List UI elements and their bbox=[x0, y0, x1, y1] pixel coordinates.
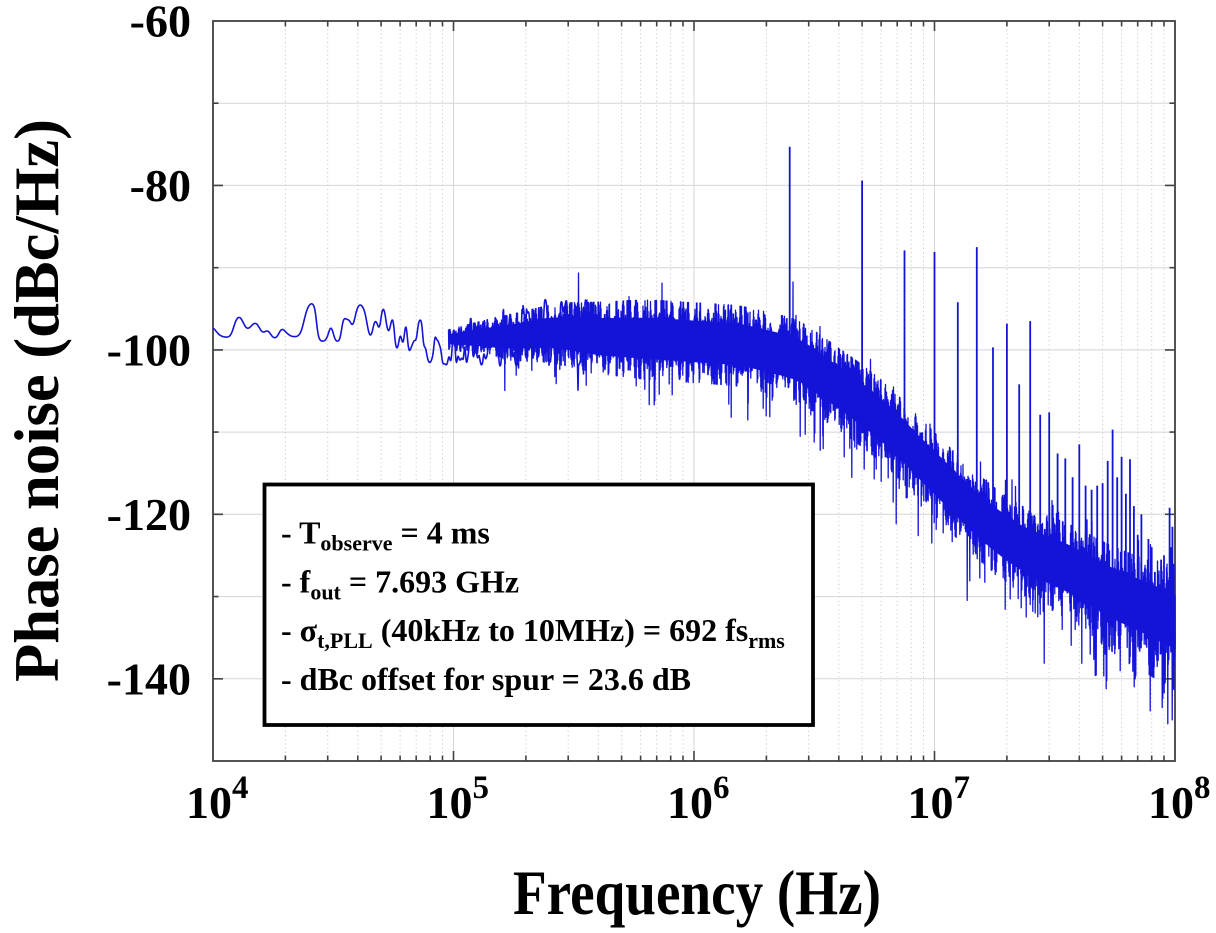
svg-text:Phase noise (dBc/Hz): Phase noise (dBc/Hz) bbox=[2, 119, 72, 682]
svg-text:- dBc offset for spur = 23.6 d: - dBc offset for spur = 23.6 dB bbox=[281, 661, 691, 697]
svg-text:-100: -100 bbox=[107, 324, 191, 375]
svg-text:- Tobserve = 4 ms: - Tobserve = 4 ms bbox=[281, 515, 490, 556]
svg-text:-120: -120 bbox=[107, 489, 191, 540]
svg-text:- σt,PLL (40kHz to 10MHz) = 69: - σt,PLL (40kHz to 10MHz) = 692 fsrms bbox=[281, 612, 785, 653]
svg-text:-60: -60 bbox=[130, 0, 191, 47]
svg-text:-80: -80 bbox=[130, 160, 191, 211]
svg-text:-140: -140 bbox=[107, 653, 191, 704]
svg-text:Frequency (Hz): Frequency (Hz) bbox=[513, 858, 881, 928]
